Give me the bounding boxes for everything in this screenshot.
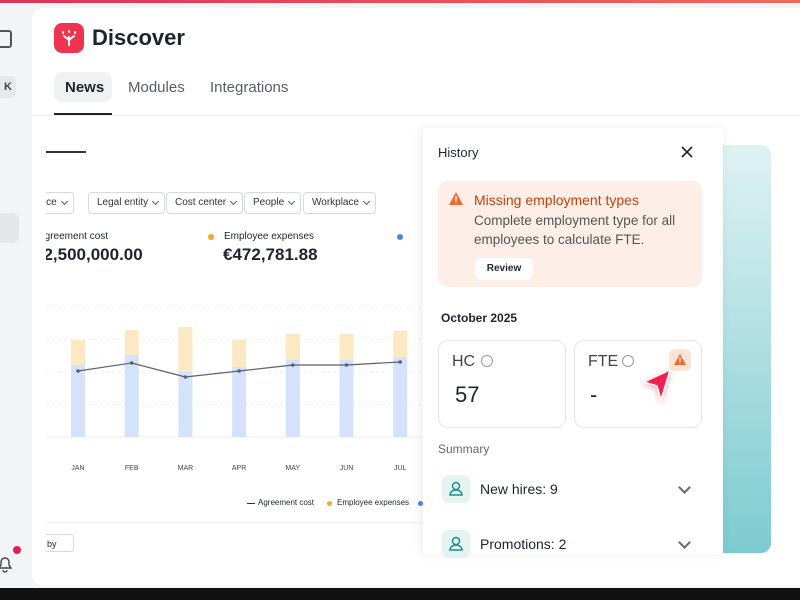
alert-title: Missing employment types — [474, 192, 639, 208]
filter[interactable]: Legal entity — [88, 192, 166, 214]
history-title: History — [438, 145, 479, 160]
x-tick-label: JUL — [394, 465, 407, 472]
period: October 2025 — [441, 311, 518, 325]
x-tick-label: JUN — [340, 465, 354, 472]
person-icon — [442, 530, 470, 558]
card-label: HC — [452, 353, 476, 370]
summary-title: Summary — [438, 442, 490, 456]
line-point — [344, 363, 349, 367]
bar — [124, 330, 139, 355]
person-icon — [442, 475, 470, 503]
sidebar-logo — [0, 30, 12, 48]
bar — [393, 331, 408, 357]
app-icon — [54, 23, 84, 53]
group-by-select[interactable]: by — [46, 534, 74, 552]
bar — [285, 334, 300, 360]
bar — [124, 355, 139, 437]
bar — [178, 372, 193, 437]
bell-icon[interactable] — [0, 555, 14, 573]
bar — [339, 360, 354, 437]
teal-panel — [722, 145, 771, 553]
alert-message: Complete employment type for all employe… — [474, 213, 676, 247]
filter[interactable]: Cost center — [166, 192, 244, 214]
legend-line — [247, 503, 255, 504]
warning-icon — [674, 354, 686, 365]
line-point — [237, 369, 241, 373]
hc-card — [438, 340, 566, 428]
summary-item[interactable]: Promotions: 2 — [480, 536, 567, 552]
legend-label: Agreement cost — [258, 498, 315, 507]
x-tick-label: MAR — [178, 465, 194, 472]
legend-dot — [397, 234, 403, 240]
metric-value: €472,781.88 — [223, 245, 318, 264]
legend-dot — [327, 501, 332, 506]
legend-label: Employee expenses — [337, 498, 410, 507]
tab-active-bg — [54, 72, 112, 102]
bar — [232, 340, 247, 367]
warning-icon — [449, 192, 463, 205]
chart-divider — [46, 522, 424, 523]
filter[interactable]: Source — [46, 192, 74, 214]
info-icon — [481, 355, 493, 367]
sidebar-selected[interactable] — [0, 213, 19, 243]
x-tick-label: MAY — [285, 465, 300, 472]
line-point — [129, 361, 134, 365]
bar — [339, 334, 354, 360]
legend-dot — [418, 501, 423, 506]
chart: JAN FEB MAR APR MAY JUN JUL — [46, 306, 424, 472]
line-point — [291, 363, 295, 367]
close-button[interactable] — [681, 146, 693, 158]
tab-underline — [54, 113, 112, 115]
x-tick-label: APR — [232, 465, 246, 472]
filter[interactable]: Workplace — [303, 192, 377, 214]
legend-dot — [208, 234, 214, 240]
line-point — [398, 360, 403, 364]
card-value: 57 — [455, 382, 480, 407]
tab[interactable]: Integrations — [210, 79, 289, 96]
summary-item[interactable]: New hires: 9 — [480, 481, 558, 497]
top-bar — [0, 0, 800, 3]
card-label: FTE — [588, 353, 619, 370]
line-point — [76, 369, 80, 373]
bar — [71, 340, 85, 365]
filter[interactable]: People — [244, 192, 302, 214]
info-icon — [622, 355, 634, 367]
dashboard: Source Legal entity Cost center People W… — [46, 130, 424, 555]
line-point — [183, 375, 188, 379]
sidebar-avatar[interactable]: K — [0, 76, 16, 98]
page-title: Discover — [92, 25, 185, 50]
cursor — [641, 368, 672, 403]
bar — [232, 367, 247, 437]
bar — [178, 327, 193, 372]
bar — [393, 357, 408, 437]
bottom-strip — [0, 588, 800, 600]
metric-label: Agreement cost — [46, 231, 109, 242]
bar — [71, 365, 85, 437]
card-value: - — [590, 382, 598, 407]
notification-dot — [13, 546, 21, 554]
dashboard-tab-line — [46, 151, 86, 153]
bar — [285, 360, 300, 437]
x-tick-label: JAN — [71, 465, 84, 472]
metric-label: Employee expenses — [224, 231, 315, 242]
tab[interactable]: Modules — [128, 79, 185, 96]
divider — [32, 115, 800, 116]
x-tick-label: FEB — [125, 465, 139, 472]
tab[interactable]: News — [65, 79, 105, 96]
review-button[interactable]: Review — [475, 258, 533, 280]
metric-value: €2,500,000.00 — [46, 245, 143, 264]
